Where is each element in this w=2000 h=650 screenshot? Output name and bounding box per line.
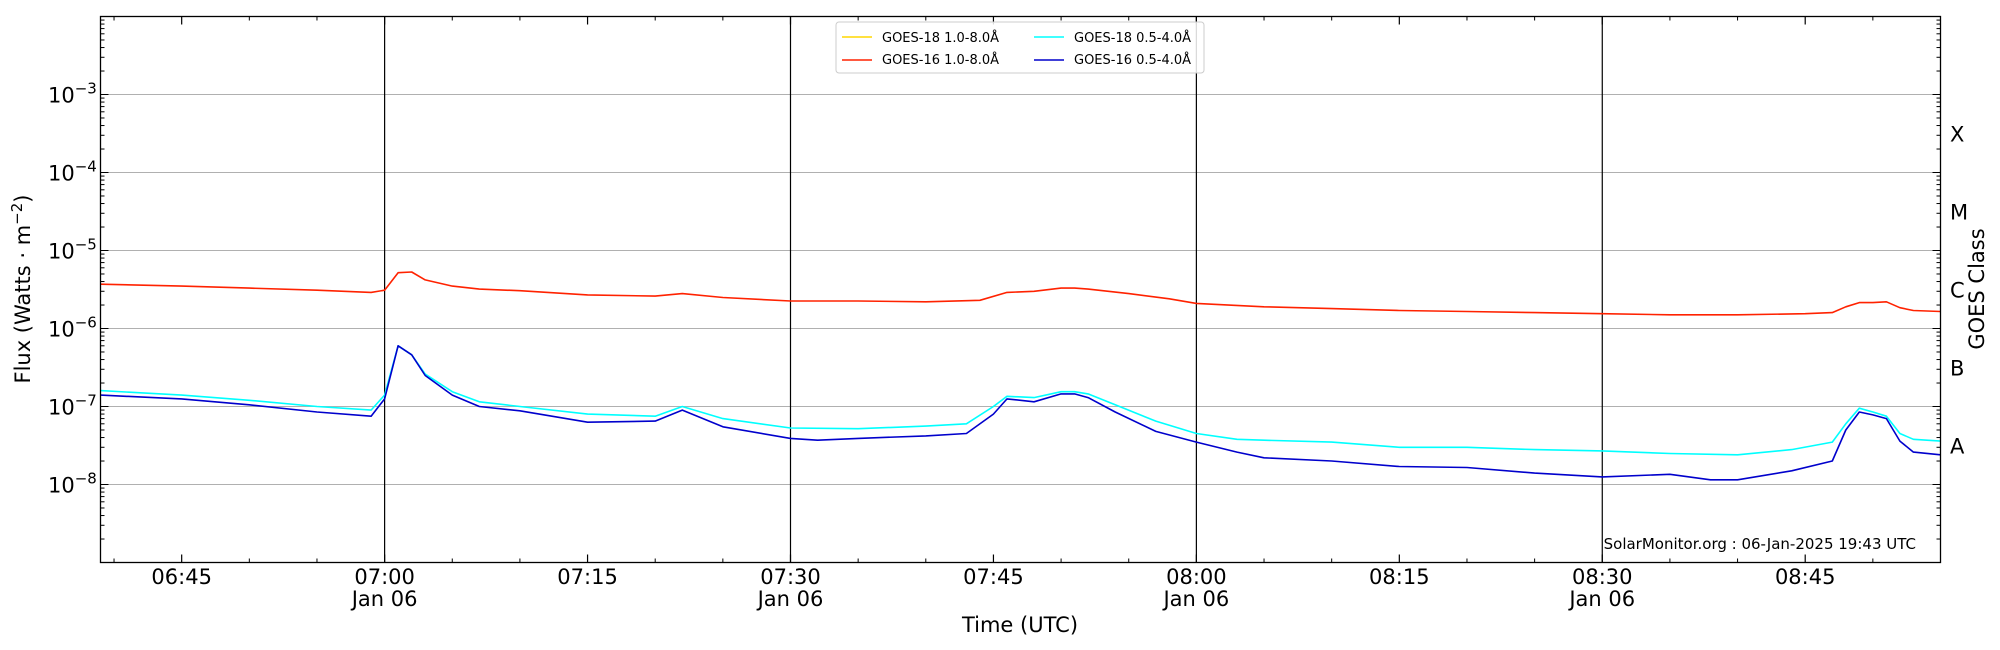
goes-class-label: B <box>1950 357 1964 381</box>
x-tick-date-label: Jan 06 <box>1161 587 1229 611</box>
x-tick-date-label: Jan 06 <box>350 587 418 611</box>
grid-lines <box>100 94 1941 485</box>
y-axis-title: Flux (Watts · m−2) <box>8 194 35 383</box>
x-tick-label: 08:15 <box>1369 565 1430 589</box>
x-tick-label: 08:00 <box>1166 565 1227 589</box>
y-tick-label: 10−3 <box>48 80 97 108</box>
y-tick-label: 10−5 <box>48 236 97 264</box>
x-tick-date-label: Jan 06 <box>756 587 824 611</box>
series-line <box>100 271 1941 316</box>
x-tick-label: 08:30 <box>1572 565 1633 589</box>
x-tick-label: 06:45 <box>151 565 212 589</box>
goes-class-axis-title: GOES Class <box>1965 228 1989 349</box>
goes-class-label: A <box>1950 435 1965 459</box>
goes-class-label: X <box>1950 123 1964 147</box>
x-tick-label: 08:45 <box>1775 565 1836 589</box>
x-tick-label: 07:30 <box>760 565 821 589</box>
x-axis-title: Time (UTC) <box>961 613 1078 637</box>
legend-label-goes18-long: GOES-18 1.0-8.0Å <box>882 30 999 46</box>
y-tick-label: 10−8 <box>48 470 97 498</box>
y-tick-label: 10−4 <box>48 158 97 186</box>
x-tick-date-label: Jan 06 <box>1567 587 1635 611</box>
legend-label-goes16-long: GOES-16 1.0-8.0Å <box>882 52 999 68</box>
goes-class-label: C <box>1950 279 1965 303</box>
x-tick-label: 07:15 <box>557 565 618 589</box>
plot-frame <box>99 15 1942 564</box>
y-tick-label: 10−7 <box>48 392 97 420</box>
legend-box <box>835 21 1205 74</box>
x-tick-label: 07:45 <box>963 565 1024 589</box>
credit-label: SolarMonitor.org : 06-Jan-2025 19:43 UTC <box>1604 535 1916 553</box>
y-tick-label: 10−6 <box>48 314 97 342</box>
series-lines <box>100 271 1941 481</box>
legend: GOES-18 1.0-8.0Å GOES-16 1.0-8.0Å GOES-1… <box>835 21 1205 74</box>
goes-class-label: M <box>1950 201 1968 225</box>
y-axis: 10−8 10−7 10−6 10−5 10−4 10−3 <box>48 19 1941 563</box>
series-line <box>100 344 1941 481</box>
legend-label-goes16-short: GOES-16 0.5-4.0Å <box>1074 52 1191 68</box>
day-marker-lines <box>384 16 1603 563</box>
legend-label-goes18-short: GOES-18 0.5-4.0Å <box>1074 30 1191 46</box>
goes-class-axis: A B C M X <box>1950 123 1968 459</box>
x-tick-label: 07:00 <box>354 565 415 589</box>
